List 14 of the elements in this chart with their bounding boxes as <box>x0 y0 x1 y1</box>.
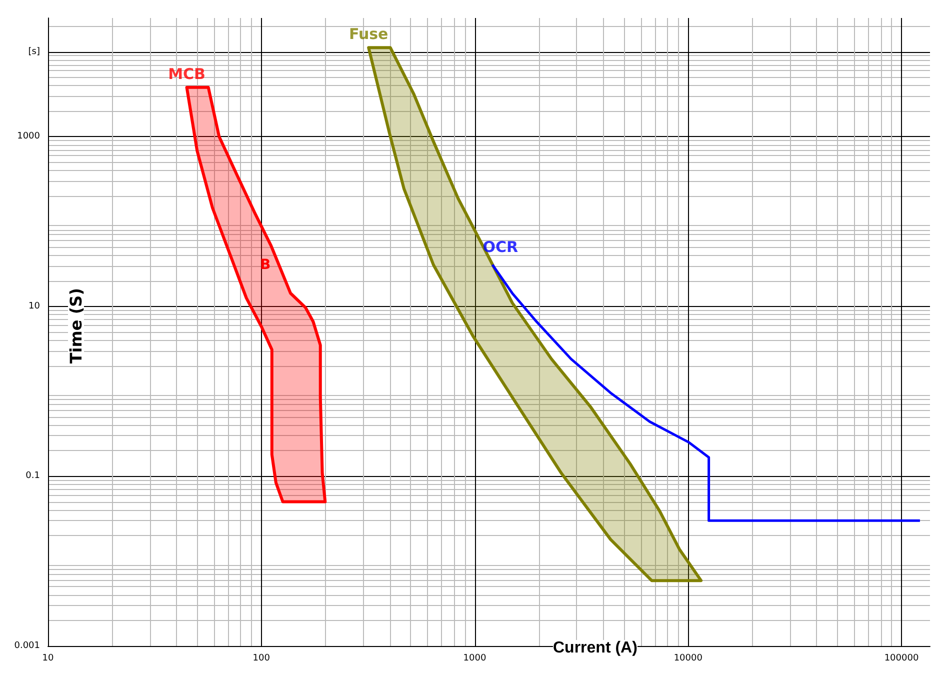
y-tick-label: [s] <box>28 46 40 57</box>
series-label: Fuse <box>348 25 388 44</box>
x-tick-label: 1000 <box>463 654 486 664</box>
x-tick-label: 100000 <box>884 654 919 664</box>
y-tick-label: 0.1 <box>26 471 40 482</box>
series-label: MCB <box>168 64 206 83</box>
y-tick-label: 10 <box>28 301 40 312</box>
y-tick-label: 0.001 <box>14 641 40 651</box>
x-axis-title: Current (A) <box>553 640 638 656</box>
x-tick-label: 10000 <box>674 654 703 664</box>
x-tick-label: 100 <box>252 654 270 664</box>
y-tick-label: 1000 <box>17 132 40 142</box>
y-axis-title: Time (S) <box>66 288 86 364</box>
x-tick-label: 10 <box>42 654 54 664</box>
